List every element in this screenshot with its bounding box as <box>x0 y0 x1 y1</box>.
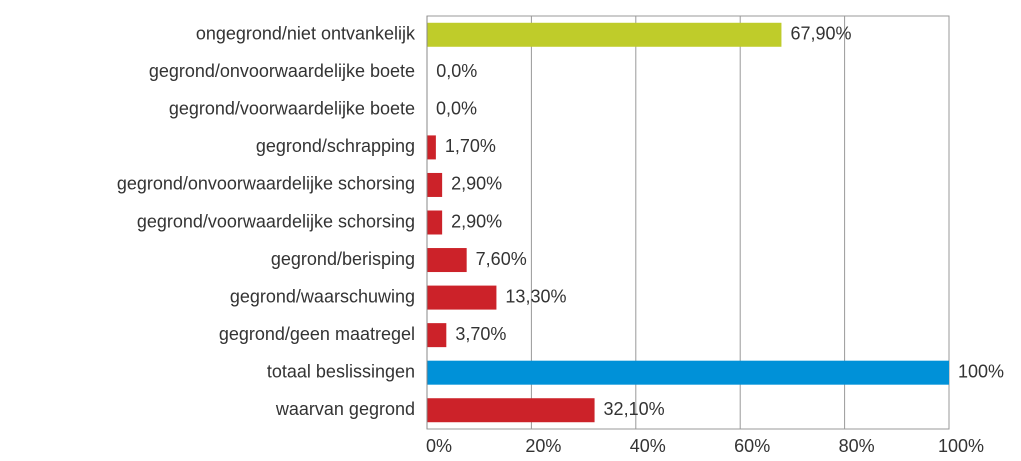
bar <box>427 210 443 235</box>
value-label: 0,0% <box>436 99 477 119</box>
bar <box>427 360 949 385</box>
x-tick-label: 0% <box>426 436 452 456</box>
y-tick-label: waarvan gegrond <box>275 399 415 419</box>
value-label: 13,30% <box>505 286 566 306</box>
y-tick-label: gegrond/voorwaardelijke schorsing <box>137 211 415 231</box>
bar <box>427 248 467 273</box>
x-tick-label: 60% <box>734 436 770 456</box>
bar <box>427 135 436 160</box>
y-tick-label: ongegrond/niet ontvankelijk <box>196 24 416 44</box>
x-tick-label: 40% <box>630 436 666 456</box>
value-label: 1,70% <box>445 136 496 156</box>
x-tick-label: 80% <box>839 436 875 456</box>
y-tick-label: gegrond/onvoorwaardelijke boete <box>149 61 415 81</box>
value-label: 0,0% <box>436 61 477 81</box>
y-tick-label: gegrond/waarschuwing <box>230 286 415 306</box>
x-tick-label: 20% <box>525 436 561 456</box>
bar <box>427 398 595 423</box>
bar <box>427 172 443 197</box>
value-label: 3,70% <box>455 324 506 344</box>
value-label: 2,90% <box>451 174 502 194</box>
bar <box>427 22 782 47</box>
bar <box>427 323 447 348</box>
x-tick-label: 100% <box>938 436 984 456</box>
value-label: 32,10% <box>604 399 665 419</box>
y-tick-label: gegrond/geen maatregel <box>219 324 415 344</box>
y-tick-label: gegrond/onvoorwaardelijke schorsing <box>117 174 415 194</box>
y-tick-label: gegrond/schrapping <box>256 136 415 156</box>
y-tick-label: gegrond/berisping <box>271 249 415 269</box>
value-label: 100% <box>958 361 1004 381</box>
y-tick-label: totaal beslissingen <box>267 361 415 381</box>
bar <box>427 285 497 310</box>
y-tick-label: gegrond/voorwaardelijke boete <box>169 99 415 119</box>
value-label: 7,60% <box>476 249 527 269</box>
value-label: 67,90% <box>790 24 851 44</box>
value-label: 2,90% <box>451 211 502 231</box>
